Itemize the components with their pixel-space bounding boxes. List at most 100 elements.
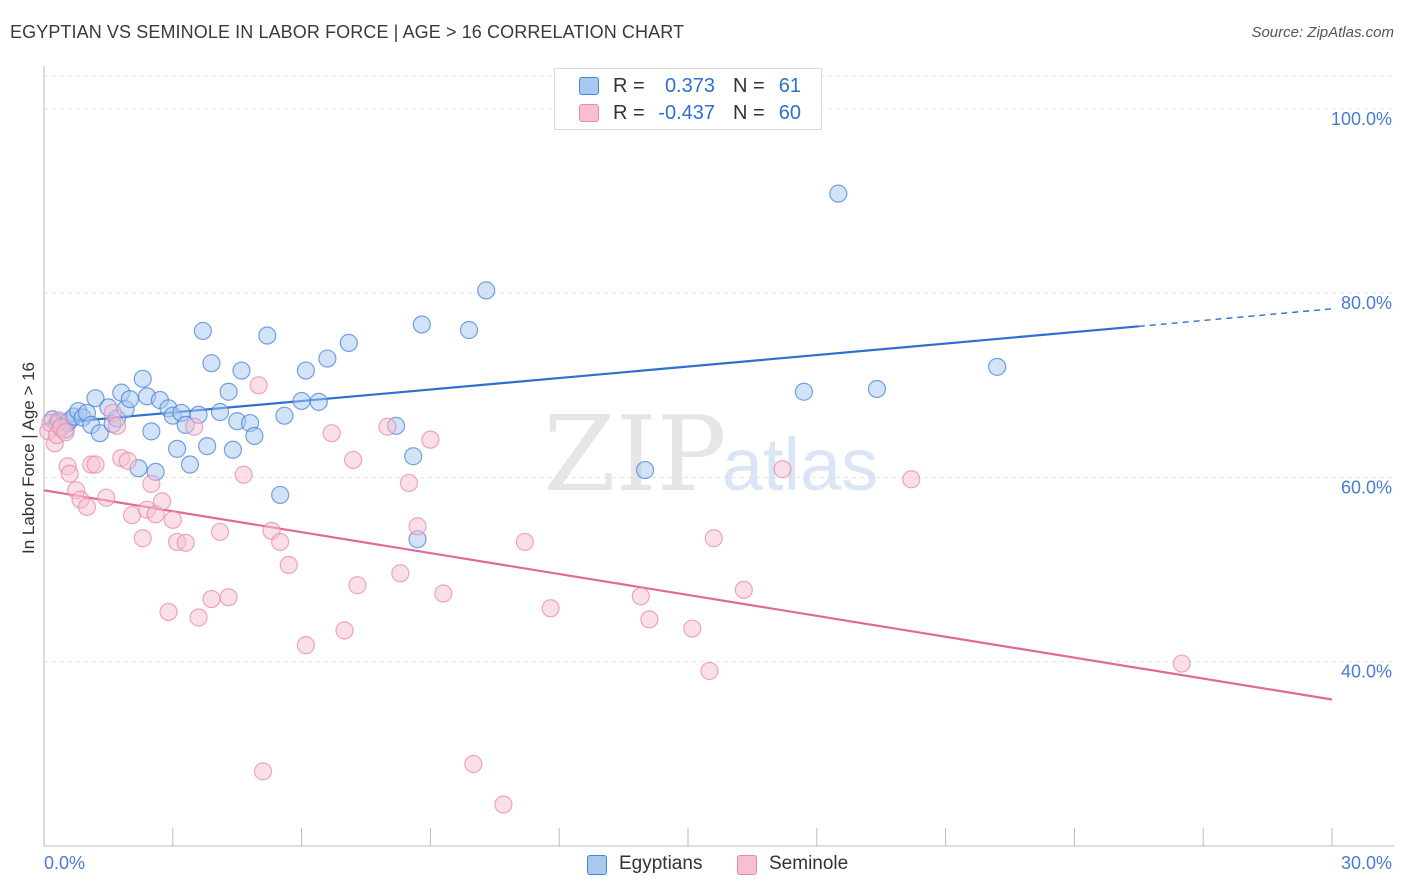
seminole-point bbox=[152, 492, 172, 511]
watermark-zip: ZIP bbox=[543, 393, 726, 515]
egyptians-point bbox=[309, 392, 328, 411]
egyptians-point bbox=[142, 422, 161, 441]
seminole-point bbox=[704, 529, 723, 548]
seminole-point bbox=[249, 376, 268, 395]
egyptians-trend-extension bbox=[1138, 308, 1333, 328]
y-tick-label: 80.0% bbox=[1341, 293, 1392, 313]
seminole-swatch bbox=[579, 104, 599, 122]
seminole-point bbox=[494, 795, 513, 814]
seminole-point bbox=[734, 580, 753, 599]
seminole-point bbox=[408, 517, 427, 536]
seminole-point bbox=[631, 587, 650, 606]
egyptians-point bbox=[133, 369, 152, 388]
egyptians-point bbox=[198, 437, 217, 456]
egyptians-point bbox=[245, 426, 264, 446]
seminole-point bbox=[1172, 654, 1191, 673]
seminole-point bbox=[322, 424, 341, 443]
egyptians-point bbox=[459, 320, 479, 340]
egyptians-point bbox=[258, 326, 277, 345]
seminole-point bbox=[434, 584, 453, 603]
egyptians-point bbox=[180, 455, 200, 474]
y-tick-label: 40.0% bbox=[1341, 662, 1392, 682]
source-label: Source: ZipAtlas.com bbox=[1251, 24, 1394, 41]
seminole-point bbox=[234, 465, 253, 484]
egyptians-point bbox=[232, 361, 251, 380]
seminole-point bbox=[279, 555, 298, 575]
watermark-atlas: atlas bbox=[722, 423, 878, 506]
egyptians-point bbox=[86, 389, 105, 408]
data-points bbox=[39, 184, 1191, 814]
egyptians-point bbox=[219, 382, 238, 401]
seminole-point bbox=[107, 416, 127, 435]
legend-label-seminole: Seminole bbox=[769, 853, 849, 874]
seminole-point bbox=[60, 464, 79, 483]
seminole-point bbox=[683, 619, 702, 638]
n-label: N = bbox=[733, 75, 765, 97]
egyptians-point bbox=[794, 382, 814, 401]
seminole-point bbox=[344, 450, 363, 470]
seminole-point bbox=[399, 473, 419, 493]
egyptians-point bbox=[120, 390, 139, 409]
seminole-point bbox=[515, 532, 534, 552]
r-value: 0.373 bbox=[664, 75, 715, 97]
y-tick-label: 100.0% bbox=[1331, 109, 1392, 129]
seminole-point bbox=[700, 661, 719, 681]
egyptians-point bbox=[635, 460, 655, 480]
y-tick-label: 60.0% bbox=[1341, 477, 1392, 497]
seminole-point bbox=[202, 589, 221, 609]
egyptians-point bbox=[271, 485, 290, 505]
egyptians-point bbox=[412, 315, 431, 334]
seminole-point bbox=[640, 610, 659, 629]
seminole-point bbox=[773, 460, 792, 479]
egyptians-point bbox=[202, 354, 221, 373]
seminole-point bbox=[253, 762, 273, 781]
egyptians-point bbox=[867, 379, 887, 399]
legend-row-egyptians: R = 0.373 N = 61 bbox=[555, 73, 821, 99]
watermark: ZIP atlas bbox=[543, 393, 878, 515]
seminole-point bbox=[163, 510, 182, 529]
seminole-point bbox=[296, 636, 315, 655]
axes bbox=[43, 66, 1394, 847]
seminole-point bbox=[464, 754, 483, 774]
egyptians-point bbox=[210, 402, 230, 422]
egyptians-point bbox=[477, 281, 496, 300]
egyptians-swatch bbox=[587, 855, 607, 875]
egyptians-point bbox=[318, 349, 337, 368]
egyptians-point bbox=[292, 391, 311, 411]
seminole-point bbox=[142, 474, 161, 493]
legend-row-seminole: R = -0.437 N = 60 bbox=[555, 100, 821, 126]
seminole-point bbox=[97, 488, 116, 507]
egyptians-point bbox=[296, 361, 315, 380]
chart-title: EGYPTIAN VS SEMINOLE IN LABOR FORCE | AG… bbox=[10, 22, 685, 42]
seminole-point bbox=[335, 621, 354, 640]
seminole-point bbox=[77, 497, 97, 517]
n-label: N = bbox=[733, 102, 765, 124]
seminole-point bbox=[159, 602, 178, 622]
seminole-point bbox=[189, 608, 208, 627]
tick-labels: 40.0% 60.0% 80.0% 100.0% 0.0% 30.0% bbox=[44, 109, 1392, 873]
n-value: 61 bbox=[778, 75, 801, 97]
seminole-point bbox=[56, 423, 75, 442]
seminole-point bbox=[185, 417, 204, 436]
y-axis-label: In Labor Force | Age > 16 bbox=[19, 362, 38, 554]
seminole-point bbox=[391, 564, 410, 583]
egyptians-point bbox=[988, 357, 1007, 376]
legend-label-egyptians: Egyptians bbox=[619, 853, 703, 874]
seminole-point bbox=[118, 451, 137, 470]
x-tick-label: 0.0% bbox=[44, 853, 85, 873]
r-value: -0.437 bbox=[658, 102, 715, 124]
seminole-point bbox=[421, 430, 440, 449]
egyptians-point bbox=[193, 321, 212, 341]
seminole-point bbox=[219, 588, 238, 607]
seminole-point bbox=[902, 470, 921, 489]
egyptians-point bbox=[167, 439, 187, 458]
egyptians-point bbox=[90, 424, 109, 443]
seminole-point bbox=[86, 455, 105, 474]
egyptians-point bbox=[829, 184, 848, 203]
seminole-swatch bbox=[737, 855, 757, 875]
seminole-point bbox=[210, 522, 230, 541]
seminole-trend-line bbox=[43, 489, 1333, 701]
seminole-point bbox=[133, 529, 152, 548]
n-value: 60 bbox=[778, 102, 801, 124]
